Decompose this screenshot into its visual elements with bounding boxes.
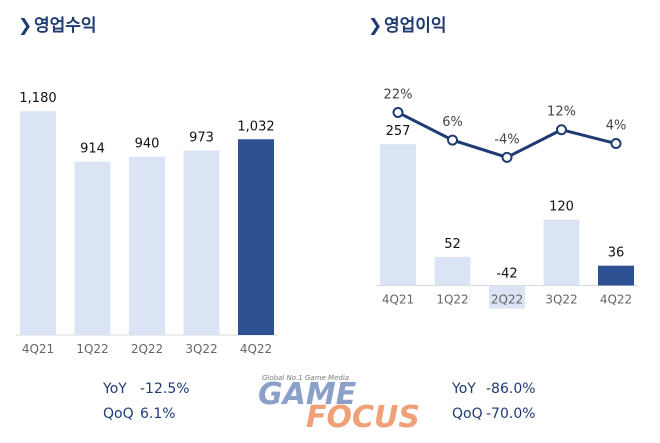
margin-label: 12% [547, 105, 576, 120]
bar-3q22 [543, 219, 580, 286]
tick-label: 2Q22 [131, 342, 163, 356]
stat-value: 6.1% [140, 406, 176, 422]
bar-4q22 [598, 265, 634, 286]
margin-point [447, 134, 458, 146]
bar-1q22 [74, 161, 111, 335]
stat-label: QoQ [103, 406, 134, 422]
tick-label: 1Q22 [76, 342, 108, 356]
bar-4q22 [238, 139, 274, 335]
data-label: 973 [189, 130, 214, 145]
margin-point [392, 106, 404, 118]
op-income-stats: YoY -86.0% QoQ -70.0% [451, 381, 536, 422]
data-label: -42 [496, 267, 517, 282]
data-label: 257 [386, 124, 411, 139]
margin-label: 6% [442, 115, 463, 130]
stat-label: YoY [451, 381, 476, 397]
bar-3q22 [183, 150, 220, 335]
header-icon: ❯ [18, 16, 32, 36]
stat-value: -12.5% [140, 381, 190, 397]
data-label: 120 [549, 200, 574, 215]
tick-label: 4Q22 [240, 342, 272, 356]
watermark-word-focus: FOCUS [306, 400, 420, 435]
tick-label: 4Q21 [382, 293, 414, 307]
margin-label: -4% [494, 132, 519, 147]
margin-point [501, 151, 513, 163]
watermark-tagline: Global No.1 Game Media [262, 374, 349, 382]
stat-value: -70.0% [486, 406, 536, 422]
bar-2q22 [129, 156, 165, 335]
watermark-logo: Global No.1 Game Media GAME FOCUS [258, 374, 420, 435]
watermark-word-game: GAME [258, 377, 357, 412]
data-label: 914 [80, 142, 105, 157]
op-income-panel-header: ❯ 영업이익 [368, 16, 447, 36]
tick-label: 2Q22 [491, 293, 523, 307]
header-icon: ❯ [368, 16, 382, 36]
revenue-title: 영업수익 [34, 16, 97, 36]
op-income-title: 영업이익 [384, 16, 447, 36]
margin-point [610, 138, 622, 150]
margin-label: 4% [606, 119, 627, 134]
tick-label: 4Q22 [600, 293, 632, 307]
op-income-bar-chart: 257 4Q21 52 1Q22 -42 2Q22 120 3Q22 36 4Q22 22% 6% -4… [376, 87, 638, 309]
revenue-panel-header: ❯ 영업수익 [18, 16, 97, 36]
tick-label: 4Q21 [22, 342, 54, 356]
tick-label: 3Q22 [185, 342, 217, 356]
stat-label: QoQ [452, 406, 483, 422]
revenue-stats: YoY -12.5% QoQ 6.1% [102, 381, 190, 422]
margin-label: 22% [384, 87, 413, 102]
data-label: 1,032 [237, 119, 274, 134]
bar-2q22 [489, 285, 525, 309]
data-label: 52 [444, 237, 461, 252]
bar-4q21 [20, 111, 56, 335]
tick-label: 1Q22 [436, 293, 468, 307]
revenue-bar-chart: 1,180 4Q21 914 1Q22 940 2Q22 973 3Q22 1,032 4Q22 [16, 91, 278, 356]
data-label: 1,180 [19, 91, 56, 106]
data-label: 36 [608, 246, 625, 261]
tick-label: 3Q22 [545, 293, 577, 307]
margin-point [556, 124, 567, 136]
data-label: 940 [135, 137, 160, 152]
bar-1q22 [434, 256, 471, 286]
stat-value: -86.0% [486, 381, 536, 397]
bar-4q21 [380, 144, 416, 286]
stat-label: YoY [102, 381, 127, 397]
